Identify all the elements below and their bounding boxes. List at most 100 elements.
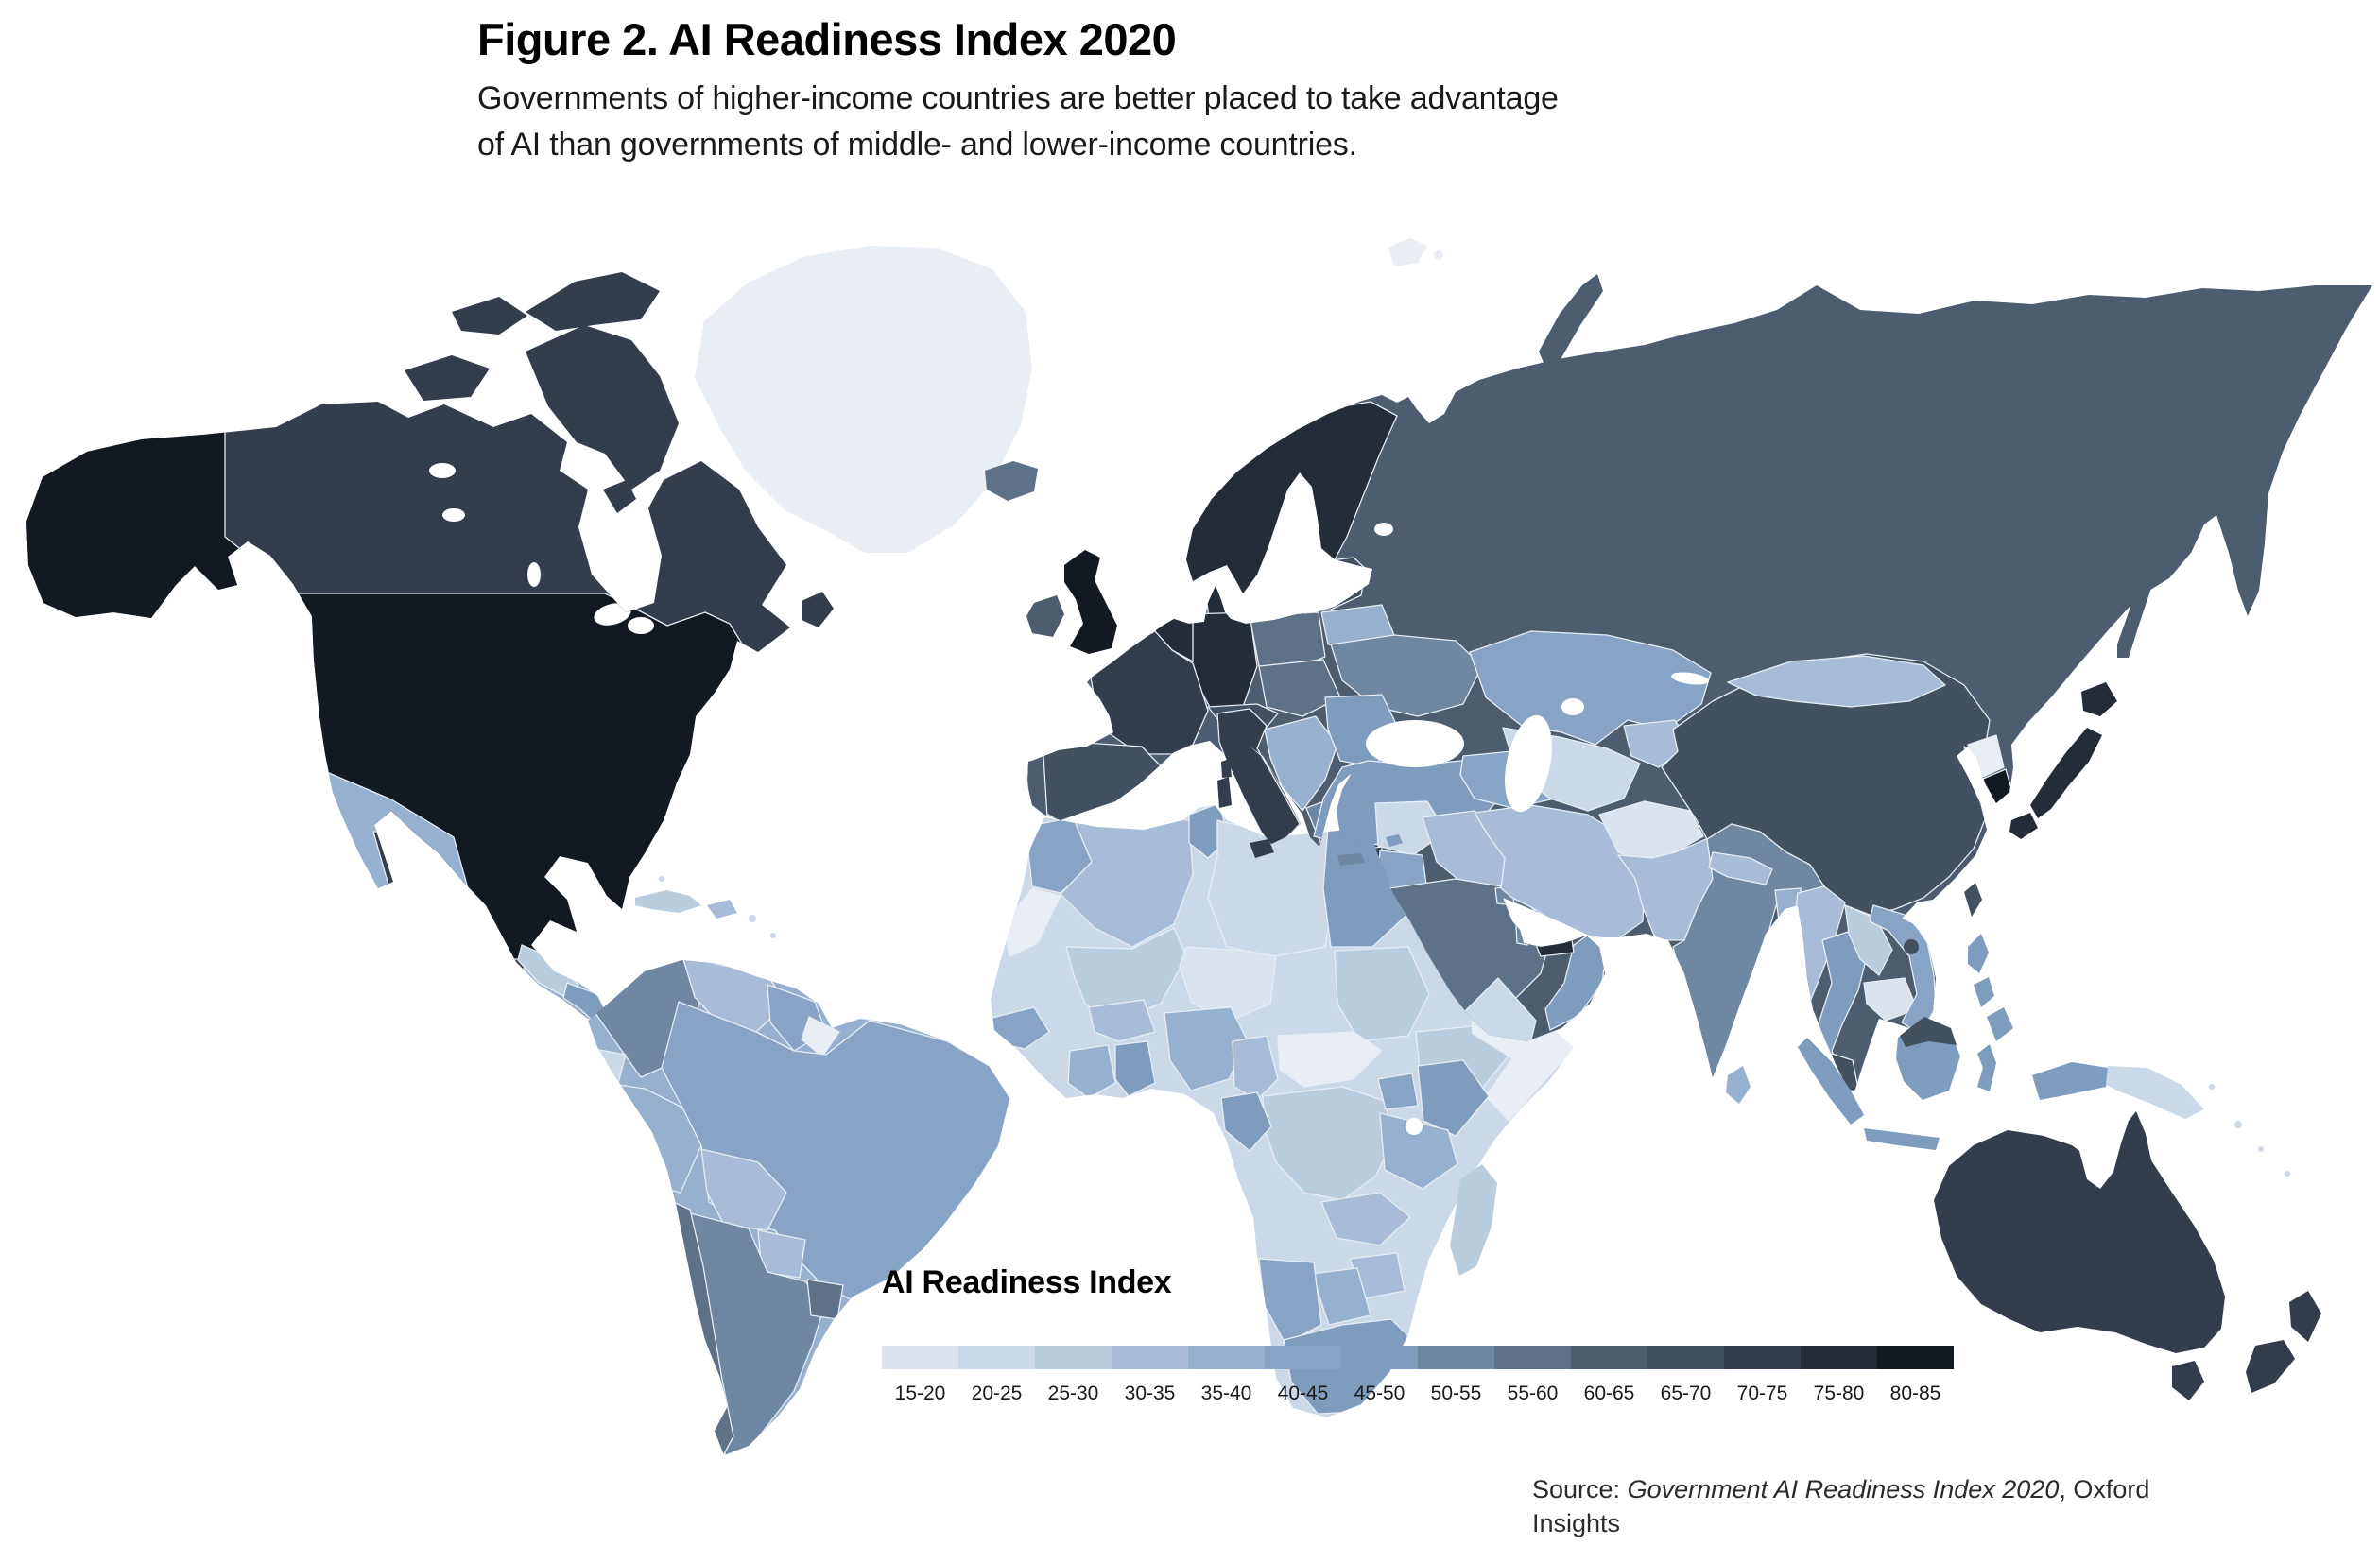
region-canada-arctic — [526, 325, 679, 490]
region-balkans-west — [1264, 715, 1338, 812]
region-china — [1661, 653, 1991, 916]
region-ghana — [1114, 1040, 1156, 1097]
legend-bucket-label: 60-65 — [1583, 1383, 1635, 1404]
region-mali — [1065, 927, 1187, 1023]
region-cyprus — [1386, 834, 1403, 847]
region-burkina-faso — [1088, 999, 1156, 1042]
region-pacific-islands — [2234, 1121, 2242, 1128]
region-caribbean-small — [659, 876, 664, 882]
region-pacific-islands — [2285, 1171, 2290, 1177]
region-qatar — [1515, 923, 1528, 946]
region-cambodia — [1863, 977, 1918, 1022]
legend-swatch — [958, 1346, 1035, 1369]
region-kenya — [1417, 1059, 1490, 1137]
region-tanzania — [1379, 1112, 1458, 1190]
region-uganda — [1377, 1073, 1419, 1110]
region-botswana — [1311, 1267, 1371, 1326]
region-taiwan — [1964, 883, 1982, 917]
region-pacific-islands — [2209, 1084, 2215, 1090]
legend-bucket-label: 65-70 — [1660, 1383, 1712, 1404]
region-mediterranean-islands — [1217, 759, 1403, 866]
map-legend: AI Readiness Index 15-20 20-25 25-30 30-35 3… — [882, 1264, 1959, 1405]
legend-scale — [882, 1346, 1954, 1369]
region-philippines — [1968, 934, 1989, 973]
region-svalbard-group — [1388, 238, 1443, 266]
region-pacific-islands-group — [2209, 1084, 2290, 1177]
region-western-sahara — [1003, 887, 1061, 957]
source-credit: Source: Government AI Readiness Index 20… — [1532, 1472, 2194, 1541]
legend-swatch — [1571, 1346, 1647, 1369]
region-novaya-zemlya — [1539, 274, 1603, 365]
region-hainan — [1904, 939, 1919, 954]
figure-subtitle: Governments of higher-income countries a… — [477, 76, 1801, 168]
region-nigeria — [1164, 1006, 1249, 1091]
legend-swatch — [882, 1346, 958, 1369]
region-hispaniola — [707, 900, 737, 919]
region-car-south-sudan — [1277, 1031, 1383, 1088]
legend-bucket-label: 55-60 — [1507, 1383, 1559, 1404]
legend-labels: 15-20 20-25 25-30 30-35 35-40 40-45 45-50 50-55… — [882, 1383, 1954, 1405]
legend-bucket-label: 20-25 — [971, 1383, 1023, 1404]
region-japan — [2030, 728, 2102, 818]
legend-bucket-label: 75-80 — [1813, 1383, 1865, 1404]
region-indonesia — [1864, 1128, 1940, 1150]
region-canada-arctic-islands — [405, 272, 679, 513]
legend-swatch — [1341, 1346, 1418, 1369]
legend-swatch — [1265, 1346, 1341, 1369]
figure-title: Figure 2. AI Readiness Index 2020 — [477, 14, 1177, 64]
legend-swatch — [1188, 1346, 1265, 1369]
region-portugal — [1027, 755, 1048, 818]
region-indonesia — [1977, 1044, 1996, 1091]
region-indonesia — [2032, 1062, 2108, 1100]
legend-swatch — [1112, 1346, 1188, 1369]
lake-victoria — [1406, 1118, 1423, 1135]
region-ecuador — [588, 1044, 627, 1099]
region-alaska — [26, 402, 245, 662]
black-sea — [1366, 720, 1464, 767]
legend-bucket-label: 40-45 — [1277, 1383, 1329, 1404]
legend-swatch — [1418, 1346, 1494, 1369]
aral-sea — [1561, 698, 1584, 715]
region-indonesia-group — [1798, 1017, 2108, 1150]
region-malaysia-borneo — [1900, 1017, 1957, 1047]
region-uae — [1532, 933, 1575, 957]
region-caribbean-small — [770, 933, 776, 938]
region-canada-arctic — [603, 480, 636, 513]
region-pacific-islands — [2258, 1146, 2264, 1152]
legend-swatch — [1035, 1346, 1112, 1369]
region-drc — [1262, 1086, 1395, 1201]
region-zambia — [1320, 1192, 1411, 1246]
legend-bucket-label: 35-40 — [1200, 1383, 1252, 1404]
region-sakhalin — [2117, 567, 2153, 658]
legend-swatch — [1724, 1346, 1801, 1369]
region-sardinia — [1217, 777, 1232, 808]
region-cuba — [635, 890, 701, 913]
legend-swatch — [1647, 1346, 1724, 1369]
region-canada-arctic — [405, 355, 490, 401]
region-sicily — [1250, 839, 1274, 858]
region-new-zealand — [2289, 1291, 2321, 1342]
region-madagascar — [1450, 1164, 1497, 1276]
region-japan-group — [2009, 682, 2117, 839]
region-newfoundland — [802, 592, 834, 627]
figure-header: Figure 2. AI Readiness Index 2020 Govern… — [477, 13, 1801, 168]
region-gabon-congo — [1220, 1091, 1272, 1152]
region-mongolia — [1727, 655, 1946, 708]
region-greenland — [695, 246, 1032, 553]
caspian-sea — [1505, 714, 1552, 813]
legend-bucket-label: 50-55 — [1430, 1383, 1482, 1404]
region-nepal — [1708, 851, 1773, 885]
region-czech-hungary — [1258, 659, 1341, 717]
region-indonesia — [1798, 1038, 1864, 1125]
region-australia — [1934, 1111, 2225, 1353]
source-suffix: , Oxford Insights — [1532, 1475, 2150, 1538]
legend-swatch — [1877, 1346, 1954, 1369]
region-uruguay — [806, 1279, 844, 1320]
legend-title: AI Readiness Index — [882, 1264, 1172, 1300]
region-philippines — [1987, 1007, 2013, 1041]
region-japan — [2009, 813, 2038, 839]
source-work-title: Government AI Readiness Index 2020 — [1627, 1475, 2060, 1503]
region-bolivia — [700, 1148, 787, 1231]
